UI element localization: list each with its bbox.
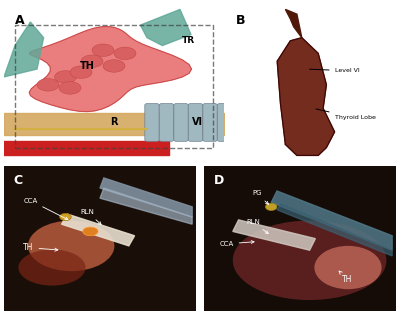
Polygon shape [233, 220, 315, 250]
Ellipse shape [28, 220, 114, 271]
Polygon shape [100, 188, 192, 224]
Ellipse shape [83, 227, 98, 236]
Text: B: B [236, 14, 246, 27]
Text: TH: TH [23, 243, 58, 252]
Text: A: A [15, 14, 25, 27]
Text: TR: TR [182, 36, 195, 45]
FancyBboxPatch shape [188, 104, 203, 141]
Polygon shape [62, 214, 134, 246]
Text: Thyroid Lobe: Thyroid Lobe [316, 109, 376, 120]
Ellipse shape [103, 60, 125, 72]
FancyBboxPatch shape [145, 104, 159, 141]
Text: Level VI: Level VI [310, 68, 359, 73]
Polygon shape [285, 9, 302, 38]
Text: RLN: RLN [246, 219, 268, 234]
Ellipse shape [60, 213, 71, 220]
Text: C: C [14, 174, 23, 187]
Ellipse shape [18, 249, 86, 286]
Text: R: R [110, 117, 118, 127]
Text: D: D [214, 174, 224, 187]
FancyBboxPatch shape [203, 104, 217, 141]
Ellipse shape [114, 47, 136, 60]
Polygon shape [140, 9, 191, 46]
Polygon shape [100, 178, 192, 217]
FancyBboxPatch shape [174, 104, 188, 141]
Polygon shape [4, 22, 44, 77]
Ellipse shape [70, 66, 92, 78]
Text: CCA: CCA [219, 241, 254, 247]
Ellipse shape [81, 55, 103, 68]
Text: VI: VI [192, 117, 203, 127]
Text: TH: TH [80, 61, 95, 71]
Text: PG: PG [252, 190, 268, 204]
FancyBboxPatch shape [159, 104, 174, 141]
Text: TH: TH [339, 271, 353, 284]
Ellipse shape [59, 82, 81, 94]
Ellipse shape [266, 203, 277, 210]
Ellipse shape [233, 220, 386, 300]
Polygon shape [277, 38, 334, 155]
Text: RLN: RLN [81, 209, 101, 225]
Polygon shape [29, 27, 192, 111]
Polygon shape [271, 191, 392, 250]
Ellipse shape [37, 78, 59, 91]
FancyBboxPatch shape [218, 104, 232, 141]
Ellipse shape [92, 44, 114, 57]
Ellipse shape [314, 246, 382, 289]
Polygon shape [277, 204, 392, 256]
Ellipse shape [55, 71, 77, 83]
Text: CCA: CCA [23, 198, 68, 219]
